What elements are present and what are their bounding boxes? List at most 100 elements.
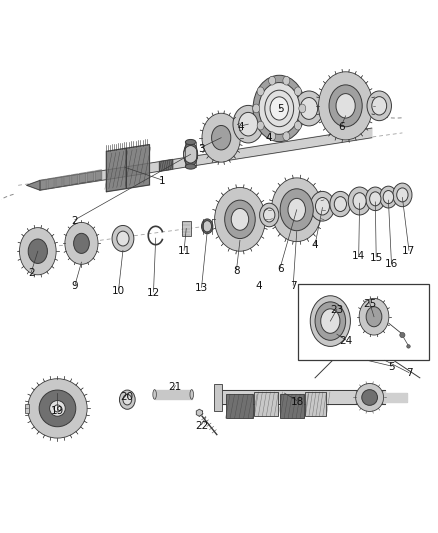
Polygon shape bbox=[106, 148, 126, 192]
Text: 7: 7 bbox=[406, 368, 412, 378]
Ellipse shape bbox=[393, 183, 412, 207]
Text: 4: 4 bbox=[237, 122, 244, 132]
Bar bbox=[254, 392, 279, 416]
Ellipse shape bbox=[153, 390, 156, 399]
Text: 4: 4 bbox=[312, 240, 318, 249]
Text: 6: 6 bbox=[277, 264, 283, 273]
Ellipse shape bbox=[366, 306, 382, 327]
Ellipse shape bbox=[49, 400, 65, 416]
Text: 7: 7 bbox=[290, 281, 297, 291]
Ellipse shape bbox=[54, 405, 61, 412]
Ellipse shape bbox=[280, 189, 313, 231]
Ellipse shape bbox=[359, 298, 389, 335]
Polygon shape bbox=[196, 409, 202, 416]
Polygon shape bbox=[126, 144, 149, 189]
Ellipse shape bbox=[268, 76, 276, 85]
Polygon shape bbox=[219, 391, 385, 405]
Text: 16: 16 bbox=[385, 260, 398, 269]
Ellipse shape bbox=[30, 241, 46, 261]
Ellipse shape bbox=[397, 188, 408, 202]
Ellipse shape bbox=[315, 302, 346, 340]
Ellipse shape bbox=[329, 85, 362, 127]
Ellipse shape bbox=[366, 187, 385, 211]
Ellipse shape bbox=[383, 190, 394, 204]
Ellipse shape bbox=[321, 309, 340, 333]
Polygon shape bbox=[79, 173, 86, 183]
Ellipse shape bbox=[335, 92, 357, 120]
Ellipse shape bbox=[253, 75, 305, 142]
Text: 18: 18 bbox=[291, 397, 304, 407]
Text: 22: 22 bbox=[195, 421, 208, 431]
Ellipse shape bbox=[253, 104, 260, 113]
Ellipse shape bbox=[272, 178, 322, 241]
Bar bbox=[25, 404, 29, 413]
Text: 1: 1 bbox=[159, 176, 166, 187]
Ellipse shape bbox=[120, 390, 135, 409]
Ellipse shape bbox=[184, 146, 198, 163]
Text: 2: 2 bbox=[28, 268, 35, 278]
Ellipse shape bbox=[294, 91, 323, 126]
Bar bbox=[297, 284, 428, 360]
Text: 10: 10 bbox=[112, 286, 125, 295]
Text: 19: 19 bbox=[51, 406, 64, 416]
Text: 17: 17 bbox=[402, 246, 416, 256]
Ellipse shape bbox=[190, 390, 194, 399]
Ellipse shape bbox=[123, 394, 132, 405]
Ellipse shape bbox=[212, 125, 231, 150]
Ellipse shape bbox=[112, 225, 134, 252]
Ellipse shape bbox=[315, 198, 329, 215]
Text: 2: 2 bbox=[71, 216, 78, 225]
Polygon shape bbox=[56, 176, 62, 188]
Ellipse shape bbox=[239, 112, 258, 136]
Ellipse shape bbox=[294, 121, 301, 130]
Ellipse shape bbox=[201, 219, 213, 234]
Text: 4: 4 bbox=[266, 133, 272, 143]
Ellipse shape bbox=[28, 379, 87, 438]
Ellipse shape bbox=[300, 98, 318, 119]
Polygon shape bbox=[385, 393, 407, 402]
Ellipse shape bbox=[318, 72, 373, 140]
Text: 9: 9 bbox=[71, 281, 78, 291]
Text: 25: 25 bbox=[363, 298, 376, 309]
Text: 21: 21 bbox=[169, 382, 182, 392]
Text: 5: 5 bbox=[277, 104, 283, 114]
Polygon shape bbox=[64, 175, 70, 186]
Polygon shape bbox=[40, 180, 46, 190]
Ellipse shape bbox=[213, 128, 229, 147]
Ellipse shape bbox=[39, 390, 76, 427]
Polygon shape bbox=[71, 174, 78, 185]
Ellipse shape bbox=[215, 188, 265, 251]
Ellipse shape bbox=[74, 233, 89, 253]
Bar bbox=[226, 394, 253, 418]
Ellipse shape bbox=[283, 132, 290, 141]
Ellipse shape bbox=[310, 296, 350, 346]
Ellipse shape bbox=[319, 306, 342, 335]
Ellipse shape bbox=[367, 91, 392, 120]
Polygon shape bbox=[27, 181, 40, 190]
Circle shape bbox=[407, 345, 410, 348]
Polygon shape bbox=[155, 390, 192, 399]
Ellipse shape bbox=[202, 113, 240, 162]
Ellipse shape bbox=[260, 203, 279, 227]
Text: 24: 24 bbox=[339, 336, 352, 346]
Circle shape bbox=[400, 333, 405, 338]
Ellipse shape bbox=[310, 191, 335, 221]
Polygon shape bbox=[159, 159, 173, 171]
Text: 8: 8 bbox=[233, 266, 240, 276]
Bar bbox=[280, 394, 304, 418]
Ellipse shape bbox=[362, 390, 378, 405]
Ellipse shape bbox=[299, 104, 306, 113]
Text: 3: 3 bbox=[198, 143, 205, 154]
Ellipse shape bbox=[353, 193, 366, 209]
Ellipse shape bbox=[356, 384, 384, 411]
Polygon shape bbox=[95, 170, 102, 181]
Ellipse shape bbox=[257, 121, 264, 130]
Ellipse shape bbox=[372, 96, 387, 115]
Ellipse shape bbox=[330, 191, 351, 217]
Ellipse shape bbox=[287, 198, 306, 222]
Polygon shape bbox=[48, 178, 54, 189]
Bar bbox=[184, 151, 197, 158]
Text: 13: 13 bbox=[195, 284, 208, 293]
Ellipse shape bbox=[380, 186, 397, 208]
Text: 23: 23 bbox=[330, 305, 343, 315]
